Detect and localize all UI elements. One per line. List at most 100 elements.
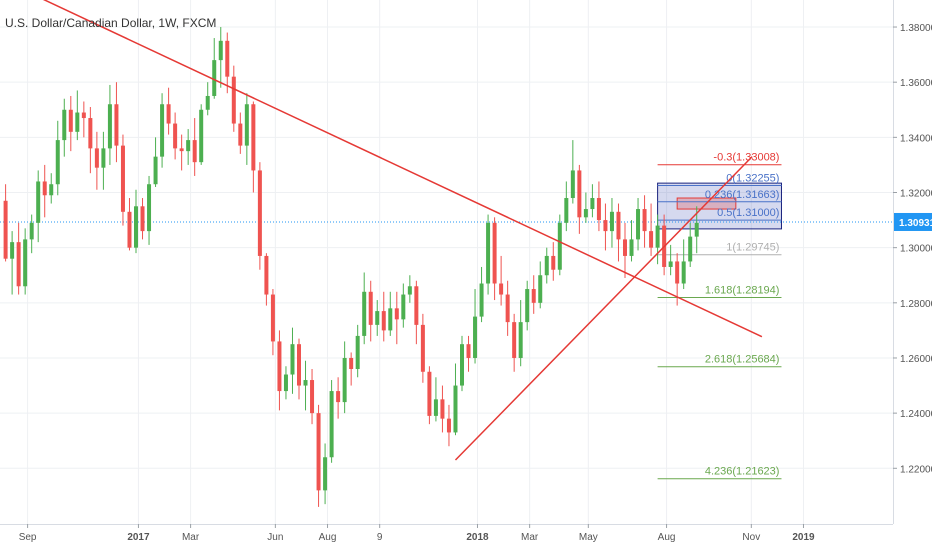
candle-body [440,399,445,419]
time-axis[interactable]: Sep 2017 Mar Jun Aug 9 2018 Mar May Aug Nov 2019 [0,524,932,550]
candle-body [120,145,125,212]
candle-body [420,324,425,372]
fib-zone-blue [657,182,782,230]
candle-body [649,231,654,248]
candle-body [114,104,119,146]
candle-body [688,236,693,262]
candle-body [303,380,308,386]
candle-body [49,184,54,196]
candle-body [23,239,28,287]
candle-body [68,109,73,132]
candle-body [270,294,275,342]
candle-body [505,294,510,323]
price-axis-bg [893,0,932,550]
candle-body [636,209,641,240]
candle-body [134,206,138,248]
candle-body [460,344,464,386]
candle-body [518,322,523,358]
candle-body [192,140,197,163]
candle-body [375,311,380,325]
fib-level-label: -0.3(1.33008) [713,152,779,164]
candle-body [277,341,282,392]
fib-level-label: 1.618(1.28194) [705,284,780,296]
candle-body [336,391,341,403]
candle-body [623,239,627,256]
candle-body [479,283,484,317]
candle-body [94,148,99,168]
candle-body [590,198,595,210]
candle-body [160,104,165,157]
candle-body [316,413,321,491]
fib-level-label: 0.236(1.31663) [705,189,780,201]
candlestick-series [3,27,699,507]
candle-body [355,335,360,370]
candle-body [407,286,412,295]
candle-body [75,112,80,132]
candle-body [570,170,575,199]
candle-body [349,357,354,370]
candle-body [166,104,171,124]
time-tick-label: Aug [319,532,337,543]
price-tick-label: 1.28000 [900,299,932,310]
fib-level-label: 0(1.32255) [726,172,779,184]
candle-body [36,181,41,223]
candle-body [538,275,543,303]
candle-body [446,418,451,433]
current-price-badge [894,212,932,231]
price-tick-label: 1.30000 [900,244,932,255]
candle-body [147,184,152,232]
candle-body [251,104,256,171]
candle-body [557,222,562,270]
candle-body [88,118,93,149]
candle-body [173,123,178,149]
candle-body [544,255,549,276]
time-tick-label: Aug [658,532,676,543]
candle-body [492,222,497,284]
candle-body [179,148,184,152]
fib-level-label: 2.618(1.25684) [705,354,780,366]
candle-body [603,220,608,232]
fibonacci-retracement[interactable]: -0.3(1.33008) 0(1.32255) 0.236(1.31663) 0.5… [657,152,782,480]
candle-body [140,206,145,232]
candle-body [3,200,8,259]
current-price-label: 1.30931 [899,218,932,229]
candle-body [101,148,106,168]
time-tick-label: 2017 [127,532,150,543]
candle-body [42,181,47,196]
price-tick-label: 1.26000 [900,354,932,365]
price-axis[interactable]: 1.38000 1.36000 1.34000 1.32000 1.30000 1.280… [893,0,932,550]
candle-body [525,289,530,323]
time-tick-label: May [579,532,598,543]
candle-body [512,322,517,358]
candle-body [199,109,204,163]
trendline [454,156,753,461]
candle-body [551,255,556,270]
candle-body [10,242,15,259]
candle-body [368,291,373,325]
trendlines[interactable] [0,0,763,461]
candle-body [629,239,634,256]
price-tick-label: 1.38000 [900,23,932,34]
candle-body [186,140,191,152]
candle-body [62,109,67,141]
candle-body [427,371,432,416]
candle-body [218,40,223,61]
candle-body [81,112,86,119]
price-tick-label: 1.34000 [900,133,932,144]
candle-body [238,123,243,146]
candle-body [153,156,158,185]
time-tick-label: Mar [521,532,539,543]
candle-body [466,344,471,358]
candle-body [433,399,438,416]
fib-level-label: 1(1.29745) [726,242,779,254]
price-tick-label: 1.22000 [900,464,932,475]
candle-body [297,344,301,386]
candle-body [231,76,236,124]
time-tick-label: Mar [182,532,200,543]
candle-body [473,316,478,358]
fib-level-label: 4.236(1.21623) [705,466,780,478]
candle-body [16,242,21,287]
candle-body [596,198,601,221]
candle-body [414,286,419,325]
